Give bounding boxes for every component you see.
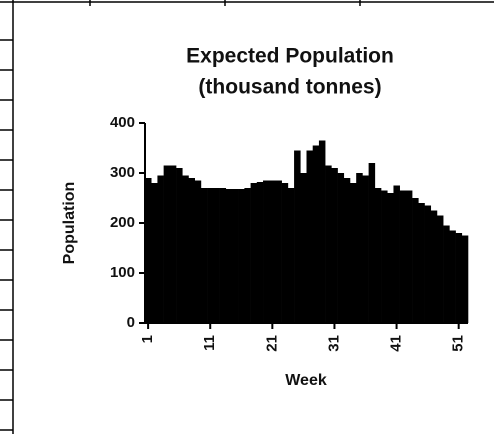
bar <box>349 183 357 323</box>
bar <box>207 188 214 323</box>
bar <box>287 188 295 323</box>
bar <box>337 173 345 323</box>
bar <box>238 189 245 323</box>
y-tick-label: 300 <box>110 164 135 181</box>
bar <box>294 150 301 323</box>
x-tick-label: 21 <box>263 335 280 352</box>
bar <box>393 185 400 323</box>
bar <box>424 205 432 323</box>
bar <box>169 165 177 323</box>
bar <box>312 145 320 323</box>
x-tick-label: 1 <box>139 335 156 343</box>
bar <box>213 188 220 323</box>
bar <box>449 230 456 323</box>
bar <box>200 188 208 323</box>
bar <box>151 183 158 323</box>
bar <box>356 173 363 323</box>
bar <box>430 210 438 323</box>
bar <box>325 165 332 323</box>
bar <box>163 165 171 323</box>
bar <box>225 189 233 323</box>
bar <box>256 182 264 323</box>
chart-title: Expected Population <box>186 45 394 68</box>
bar <box>374 188 382 323</box>
bar <box>412 198 419 323</box>
bar <box>362 175 369 323</box>
y-tick-label: 200 <box>110 214 135 231</box>
bar <box>343 178 351 323</box>
bar <box>461 235 469 323</box>
bar <box>231 189 239 323</box>
bar <box>263 180 270 323</box>
x-tick-label: 11 <box>201 335 218 351</box>
bar <box>219 188 227 323</box>
bar <box>318 140 326 323</box>
x-tick-label: 41 <box>388 335 405 352</box>
bar <box>157 175 164 323</box>
bar <box>145 178 152 323</box>
bar <box>176 168 183 323</box>
x-tick-label: 51 <box>450 335 467 352</box>
bar <box>381 190 388 323</box>
bar <box>275 180 282 323</box>
bar <box>387 193 394 323</box>
chart-subtitle: (thousand tonnes) <box>198 76 381 99</box>
bar <box>194 180 202 323</box>
bar <box>331 168 338 323</box>
bar <box>182 175 189 323</box>
bar <box>244 188 251 323</box>
bar <box>281 183 289 323</box>
bar <box>188 178 195 323</box>
x-axis-label: Week <box>285 372 327 389</box>
bar <box>405 190 413 323</box>
y-tick-label: 100 <box>110 264 135 281</box>
bar <box>306 150 314 323</box>
bar <box>436 215 444 323</box>
bar <box>368 163 376 323</box>
bar <box>269 180 276 323</box>
bar <box>418 203 425 323</box>
bar <box>300 173 307 323</box>
bar <box>399 190 407 323</box>
x-tick-label: 31 <box>325 335 342 352</box>
y-tick-label: 0 <box>127 314 135 331</box>
y-tick-label: 400 <box>110 114 135 131</box>
bar <box>443 225 450 323</box>
bar <box>250 183 258 323</box>
bar <box>455 233 463 323</box>
y-axis-label: Population <box>61 182 78 265</box>
